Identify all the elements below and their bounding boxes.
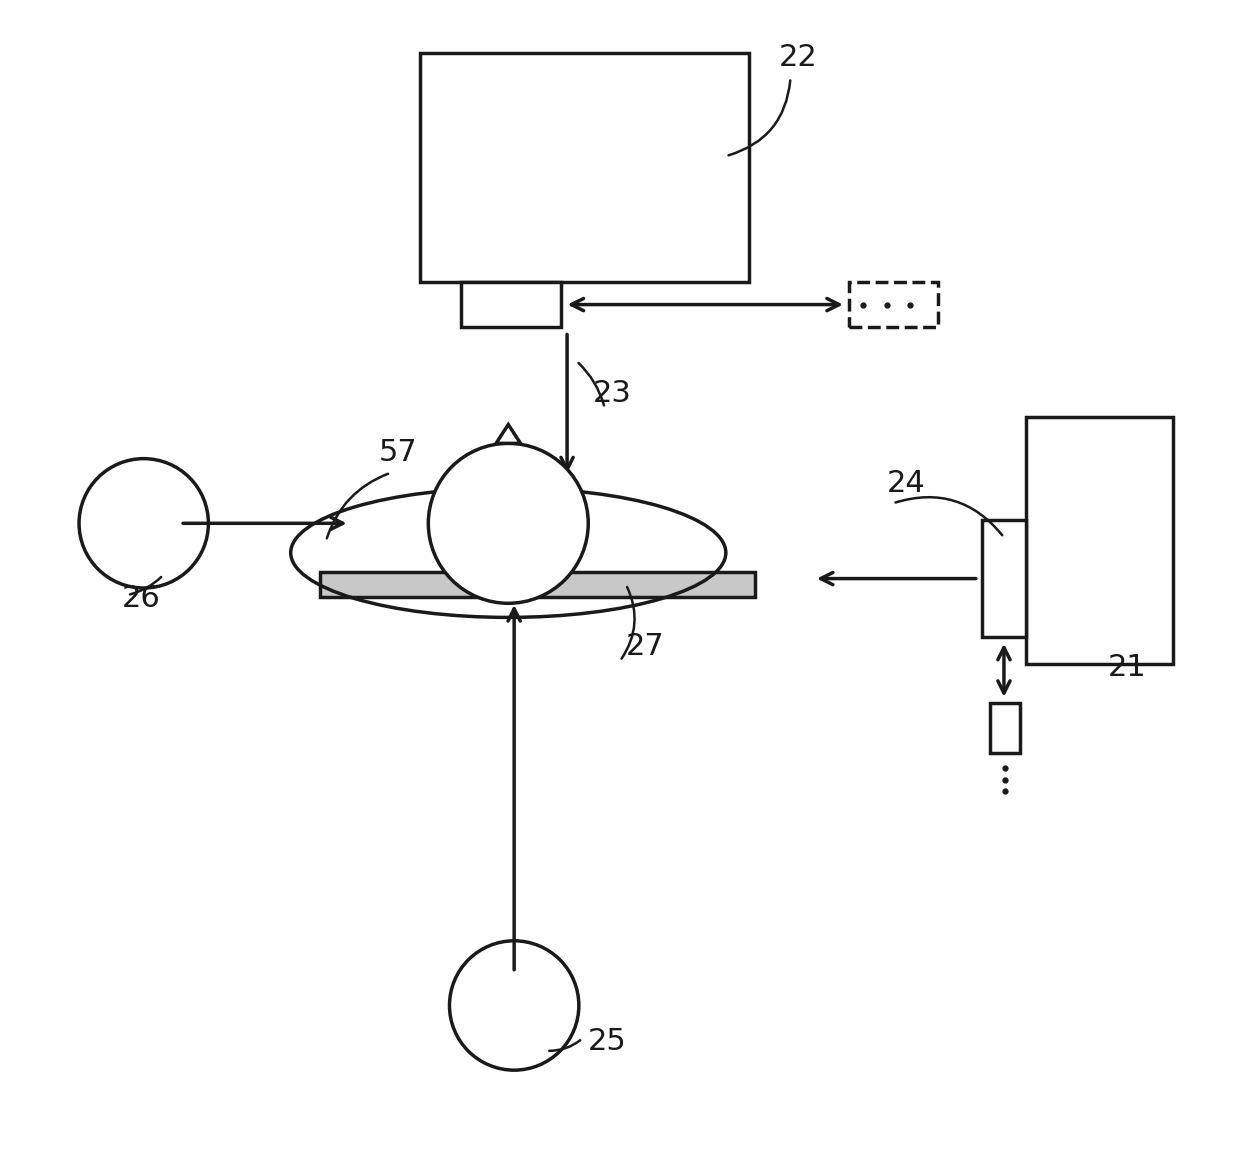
Ellipse shape (428, 443, 588, 603)
Text: 57: 57 (379, 437, 418, 467)
Text: 22: 22 (779, 42, 817, 72)
Text: 24: 24 (887, 468, 926, 497)
Ellipse shape (449, 941, 579, 1070)
Bar (1025, 417, 1173, 664)
Text: 27: 27 (626, 632, 665, 661)
Bar (420, 53, 749, 282)
Text: 25: 25 (588, 1027, 627, 1056)
Text: 26: 26 (122, 583, 160, 613)
Bar (991, 703, 1019, 753)
Ellipse shape (79, 459, 208, 588)
Bar (982, 520, 1025, 637)
Bar (849, 282, 937, 327)
Polygon shape (496, 425, 521, 443)
Bar (320, 572, 755, 597)
Text: 21: 21 (1109, 653, 1147, 682)
Text: 23: 23 (593, 379, 632, 408)
Bar (461, 282, 562, 327)
